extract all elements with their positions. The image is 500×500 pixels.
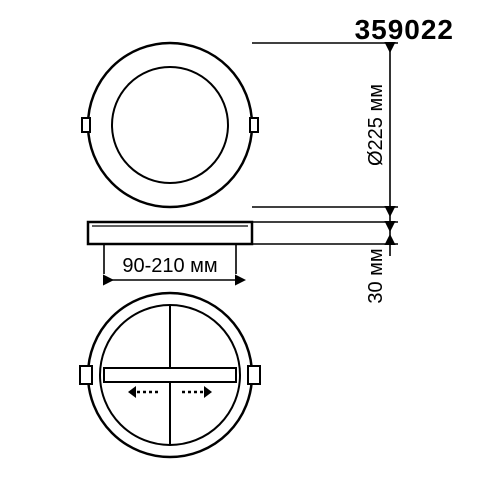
technical-drawing-canvas: 359022 bbox=[0, 0, 500, 500]
drawing-svg: 90-210 мм Ø225 мм 30 мм bbox=[0, 0, 500, 500]
side-profile bbox=[88, 222, 252, 244]
dim-height: 30 мм bbox=[252, 210, 398, 304]
dim-height-label: 30 мм bbox=[365, 248, 387, 303]
dim-diameter: Ø225 мм bbox=[252, 43, 398, 207]
dim-diameter-label: Ø225 мм bbox=[365, 84, 387, 166]
dim-cutout-label: 90-210 мм bbox=[122, 255, 217, 277]
dim-cutout: 90-210 мм bbox=[104, 244, 236, 280]
bottom-view bbox=[80, 293, 260, 457]
product-number: 359022 bbox=[355, 14, 454, 46]
front-view bbox=[82, 43, 258, 207]
adjust-arrow-right bbox=[182, 386, 212, 398]
adjust-arrow-left bbox=[128, 386, 158, 398]
